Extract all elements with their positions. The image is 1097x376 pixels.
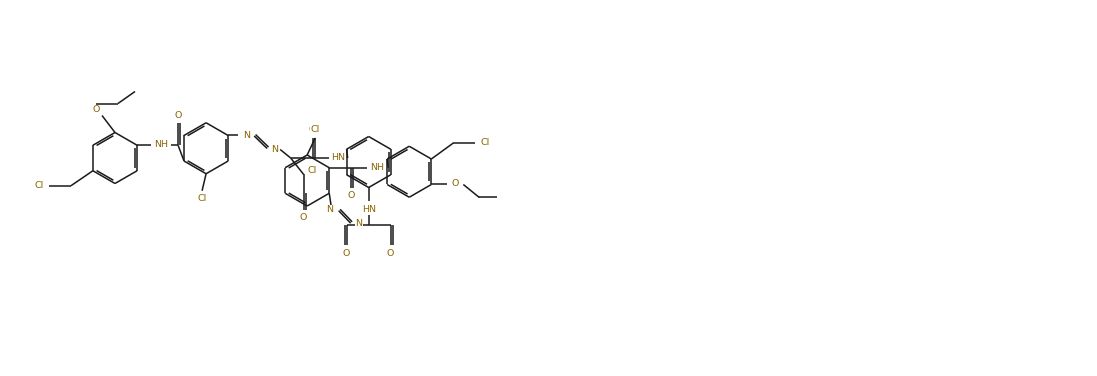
Text: O: O [92,105,100,114]
Text: O: O [343,249,350,258]
Text: Cl: Cl [310,126,320,135]
Text: N: N [242,130,250,139]
Text: N: N [355,220,362,229]
Text: O: O [174,111,182,120]
Text: NH: NH [154,140,168,149]
Text: O: O [309,126,316,135]
Text: N: N [326,205,333,214]
Text: Cl: Cl [34,181,44,190]
Text: O: O [387,249,394,258]
Text: HN: HN [330,153,344,162]
Text: HN: HN [362,205,375,214]
Text: N: N [271,145,279,154]
Text: O: O [452,179,459,188]
Text: NH: NH [371,163,384,172]
Text: Cl: Cl [480,138,490,147]
Text: O: O [299,214,307,223]
Text: Cl: Cl [197,194,206,203]
Text: O: O [348,191,355,200]
Text: Cl: Cl [307,167,316,176]
